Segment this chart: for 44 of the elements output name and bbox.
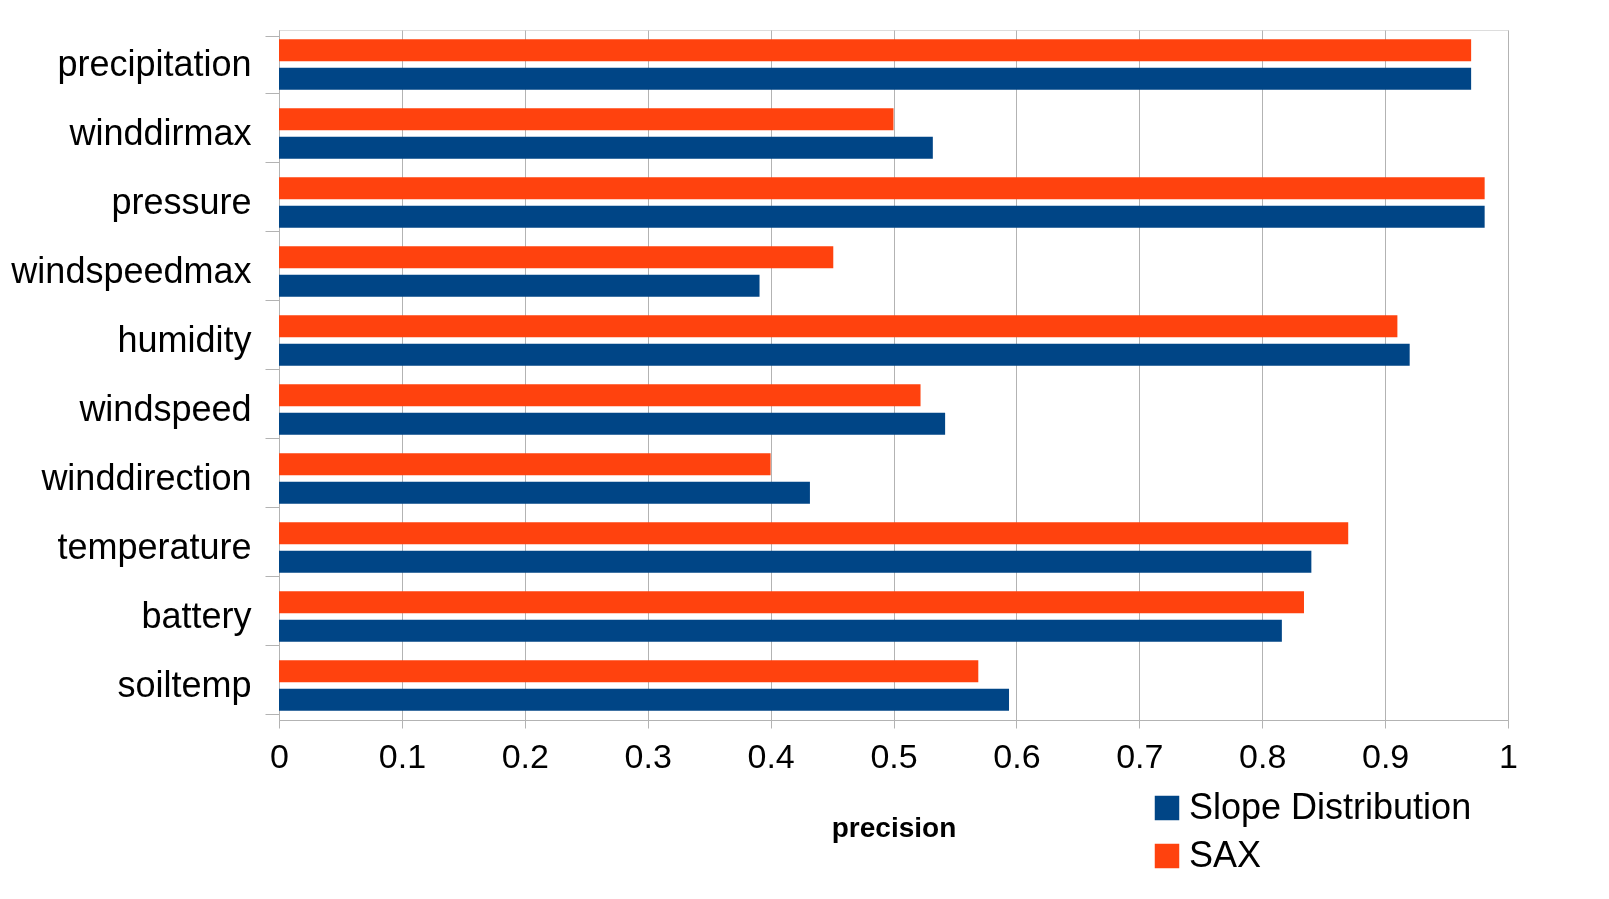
bar [279,522,1349,545]
bar [279,412,946,435]
bar [279,39,1472,62]
x-tick-label: 0.4 [747,736,795,775]
legend-label: SAX [1189,834,1262,875]
y-tick-label: precipitation [57,43,252,84]
x-tick-label: 0.9 [1361,736,1410,775]
y-tick-label: humidity [117,319,252,360]
bar [279,343,1410,366]
bar [279,315,1398,338]
bar [279,384,921,407]
bar [279,688,1010,711]
bar [279,246,834,269]
x-tick-label: 0.7 [1116,736,1164,775]
x-tick-label: 0 [270,736,289,775]
bar [279,177,1485,200]
x-tick-label: 0.1 [378,736,427,775]
legend-label: Slope Distribution [1189,786,1472,827]
bar [279,453,771,476]
bar [279,67,1472,90]
x-tick-label: 0.8 [1239,736,1287,775]
bar [279,108,894,131]
bar [279,205,1485,228]
y-tick-label: temperature [57,526,252,567]
bar [279,619,1282,642]
y-tick-label: windspeedmax [10,250,252,291]
y-tick-label: soiltemp [117,664,252,705]
y-tick-label: battery [141,595,252,636]
bar [279,550,1312,573]
y-tick-label: pressure [111,181,252,222]
x-tick-label: 0.2 [501,736,549,775]
x-tick-label: 1 [1499,736,1518,775]
x-tick-label: 0.6 [993,736,1041,775]
x-tick-label: 0.3 [624,736,672,775]
bar [279,591,1304,614]
y-tick-label: winddirection [40,457,252,498]
bar [279,660,979,683]
bar [279,136,933,159]
bar [279,274,760,297]
x-tick-label: 0.5 [870,736,918,775]
x-axis-title: precision [831,811,957,843]
y-tick-label: winddirmax [68,112,252,153]
bar [279,481,810,504]
y-tick-label: windspeed [78,388,252,429]
